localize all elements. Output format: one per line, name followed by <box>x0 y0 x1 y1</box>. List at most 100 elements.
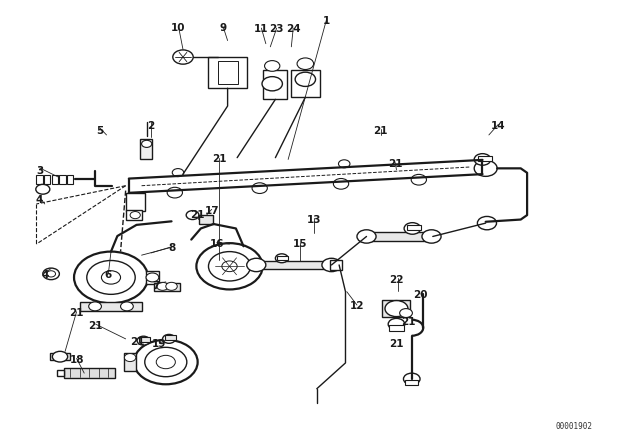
Text: 22: 22 <box>389 275 404 284</box>
Bar <box>146 271 159 284</box>
Bar <box>140 139 152 159</box>
Circle shape <box>167 187 182 198</box>
Bar <box>405 380 418 385</box>
Bar <box>199 215 213 224</box>
Circle shape <box>399 309 412 318</box>
Circle shape <box>87 260 135 294</box>
Circle shape <box>295 72 316 86</box>
Bar <box>383 300 410 318</box>
Text: 23: 23 <box>269 24 284 34</box>
Circle shape <box>124 353 136 362</box>
Circle shape <box>47 271 56 277</box>
Text: 4: 4 <box>36 194 44 205</box>
Bar <box>125 210 141 220</box>
Bar <box>125 193 145 211</box>
Bar <box>407 225 421 230</box>
Bar <box>330 260 342 270</box>
Circle shape <box>120 302 133 311</box>
Text: 18: 18 <box>69 355 84 365</box>
Text: 11: 11 <box>254 24 269 34</box>
Circle shape <box>385 301 408 317</box>
Circle shape <box>209 252 250 281</box>
Text: 17: 17 <box>204 206 219 215</box>
Circle shape <box>146 273 159 282</box>
Bar <box>51 353 70 360</box>
Circle shape <box>262 77 282 91</box>
Circle shape <box>403 373 420 385</box>
Circle shape <box>252 183 268 194</box>
Circle shape <box>404 223 420 234</box>
Circle shape <box>130 211 140 219</box>
Circle shape <box>322 258 341 271</box>
Circle shape <box>422 230 441 243</box>
Circle shape <box>166 282 177 290</box>
Text: 24: 24 <box>286 24 301 34</box>
Circle shape <box>36 185 50 194</box>
Circle shape <box>141 140 152 147</box>
Text: 21: 21 <box>191 210 205 220</box>
Text: 4: 4 <box>41 270 49 280</box>
Circle shape <box>333 178 349 189</box>
Text: 21: 21 <box>388 159 403 169</box>
Circle shape <box>275 254 288 263</box>
Text: 21: 21 <box>69 308 84 318</box>
Circle shape <box>134 340 198 384</box>
Circle shape <box>297 58 314 69</box>
Bar <box>368 232 431 241</box>
Bar <box>164 335 176 340</box>
Circle shape <box>74 252 148 303</box>
Circle shape <box>196 243 262 289</box>
Circle shape <box>157 282 168 290</box>
Circle shape <box>172 168 184 177</box>
Text: 2: 2 <box>147 121 155 131</box>
Bar <box>64 368 115 378</box>
Circle shape <box>477 216 497 230</box>
Bar <box>262 70 287 99</box>
Bar <box>209 57 246 88</box>
Circle shape <box>173 50 193 64</box>
Text: 21: 21 <box>389 339 404 349</box>
Bar <box>478 156 492 161</box>
Text: 21: 21 <box>373 125 388 135</box>
Text: 20: 20 <box>413 290 428 300</box>
Circle shape <box>186 211 199 220</box>
Circle shape <box>222 261 237 271</box>
Circle shape <box>52 351 68 362</box>
Circle shape <box>137 336 150 345</box>
Text: 10: 10 <box>172 23 186 33</box>
Circle shape <box>474 154 491 165</box>
Circle shape <box>145 347 187 377</box>
Text: 19: 19 <box>152 339 166 349</box>
Bar <box>257 260 331 269</box>
Circle shape <box>43 268 60 280</box>
Bar <box>139 337 150 341</box>
Bar <box>218 61 239 84</box>
Bar <box>36 175 43 184</box>
Circle shape <box>163 334 175 343</box>
Text: 14: 14 <box>491 121 506 131</box>
Bar <box>154 283 180 291</box>
Circle shape <box>246 258 266 271</box>
Text: 7: 7 <box>152 281 159 291</box>
Circle shape <box>339 160 350 168</box>
Bar <box>276 256 288 260</box>
Bar <box>58 370 64 376</box>
Circle shape <box>474 160 497 177</box>
Circle shape <box>101 271 120 284</box>
Text: 21: 21 <box>401 317 415 327</box>
Circle shape <box>357 230 376 243</box>
Circle shape <box>89 302 101 311</box>
Text: 21: 21 <box>212 155 227 164</box>
Text: 16: 16 <box>209 239 224 249</box>
Text: 8: 8 <box>168 243 176 254</box>
Text: 13: 13 <box>307 215 321 224</box>
Bar <box>44 175 51 184</box>
Text: 1: 1 <box>323 17 330 26</box>
Bar <box>291 70 320 97</box>
Bar <box>124 353 136 371</box>
Text: 21: 21 <box>88 320 103 331</box>
Bar <box>81 302 141 311</box>
Text: 3: 3 <box>36 166 44 176</box>
Circle shape <box>411 174 426 185</box>
Bar <box>67 175 74 184</box>
